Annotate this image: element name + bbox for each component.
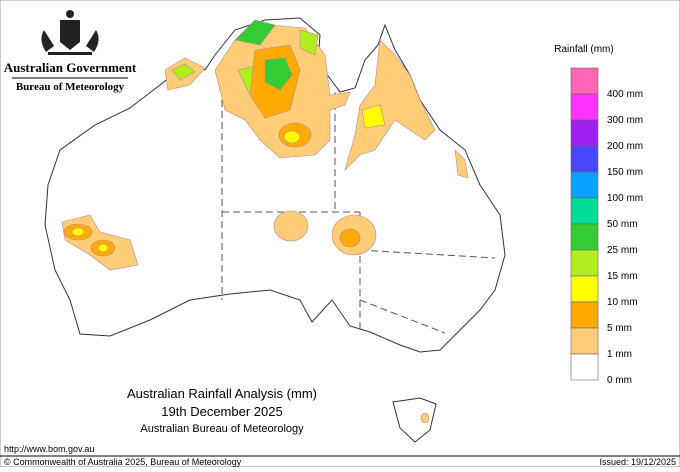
legend-swatch	[570, 197, 599, 225]
legend-swatch	[570, 93, 599, 121]
legend-title: Rainfall (mm)	[554, 44, 613, 55]
legend-label: 100 mm	[607, 193, 643, 204]
map-date: 19th December 2025	[161, 404, 282, 419]
url: http://www.bom.gov.au	[4, 444, 94, 454]
tasmania-outline	[392, 397, 437, 443]
legend-label: 300 mm	[607, 115, 643, 126]
legend-label: 15 mm	[607, 271, 638, 282]
legend-label: 200 mm	[607, 141, 643, 152]
copyright: © Commonwealth of Australia 2025, Bureau…	[4, 457, 242, 467]
legend-swatch	[570, 353, 599, 381]
legend-swatch	[570, 275, 599, 303]
agency-name: Bureau of Meteorology	[16, 81, 125, 93]
legend-swatch	[570, 145, 599, 173]
map-title: Australian Rainfall Analysis (mm)	[127, 386, 317, 401]
map-source: Australian Bureau of Meteorology	[140, 423, 304, 435]
issued-date: Issued: 19/12/2025	[599, 457, 676, 467]
legend: 400 mm 300 mm 200 mm 150 mm 100 mm 50 mm 25 mm…	[570, 67, 643, 386]
legend-swatch	[570, 119, 599, 147]
rainfall-areas	[61, 19, 469, 424]
legend-label: 10 mm	[607, 297, 638, 308]
government-name: Australian Government	[4, 60, 137, 75]
legend-swatch	[570, 223, 599, 251]
coat-of-arms	[41, 10, 99, 55]
legend-swatch	[570, 171, 599, 199]
legend-swatch	[570, 327, 599, 355]
legend-label: 5 mm	[607, 323, 632, 334]
legend-label: 1 mm	[607, 349, 632, 360]
legend-swatch	[570, 249, 599, 277]
legend-swatch	[570, 301, 599, 329]
legend-label: 150 mm	[607, 167, 643, 178]
legend-swatch	[570, 67, 599, 95]
legend-label: 25 mm	[607, 245, 638, 256]
legend-label: 400 mm	[607, 89, 643, 100]
legend-label: 50 mm	[607, 219, 638, 230]
legend-label: 0 mm	[607, 375, 632, 386]
